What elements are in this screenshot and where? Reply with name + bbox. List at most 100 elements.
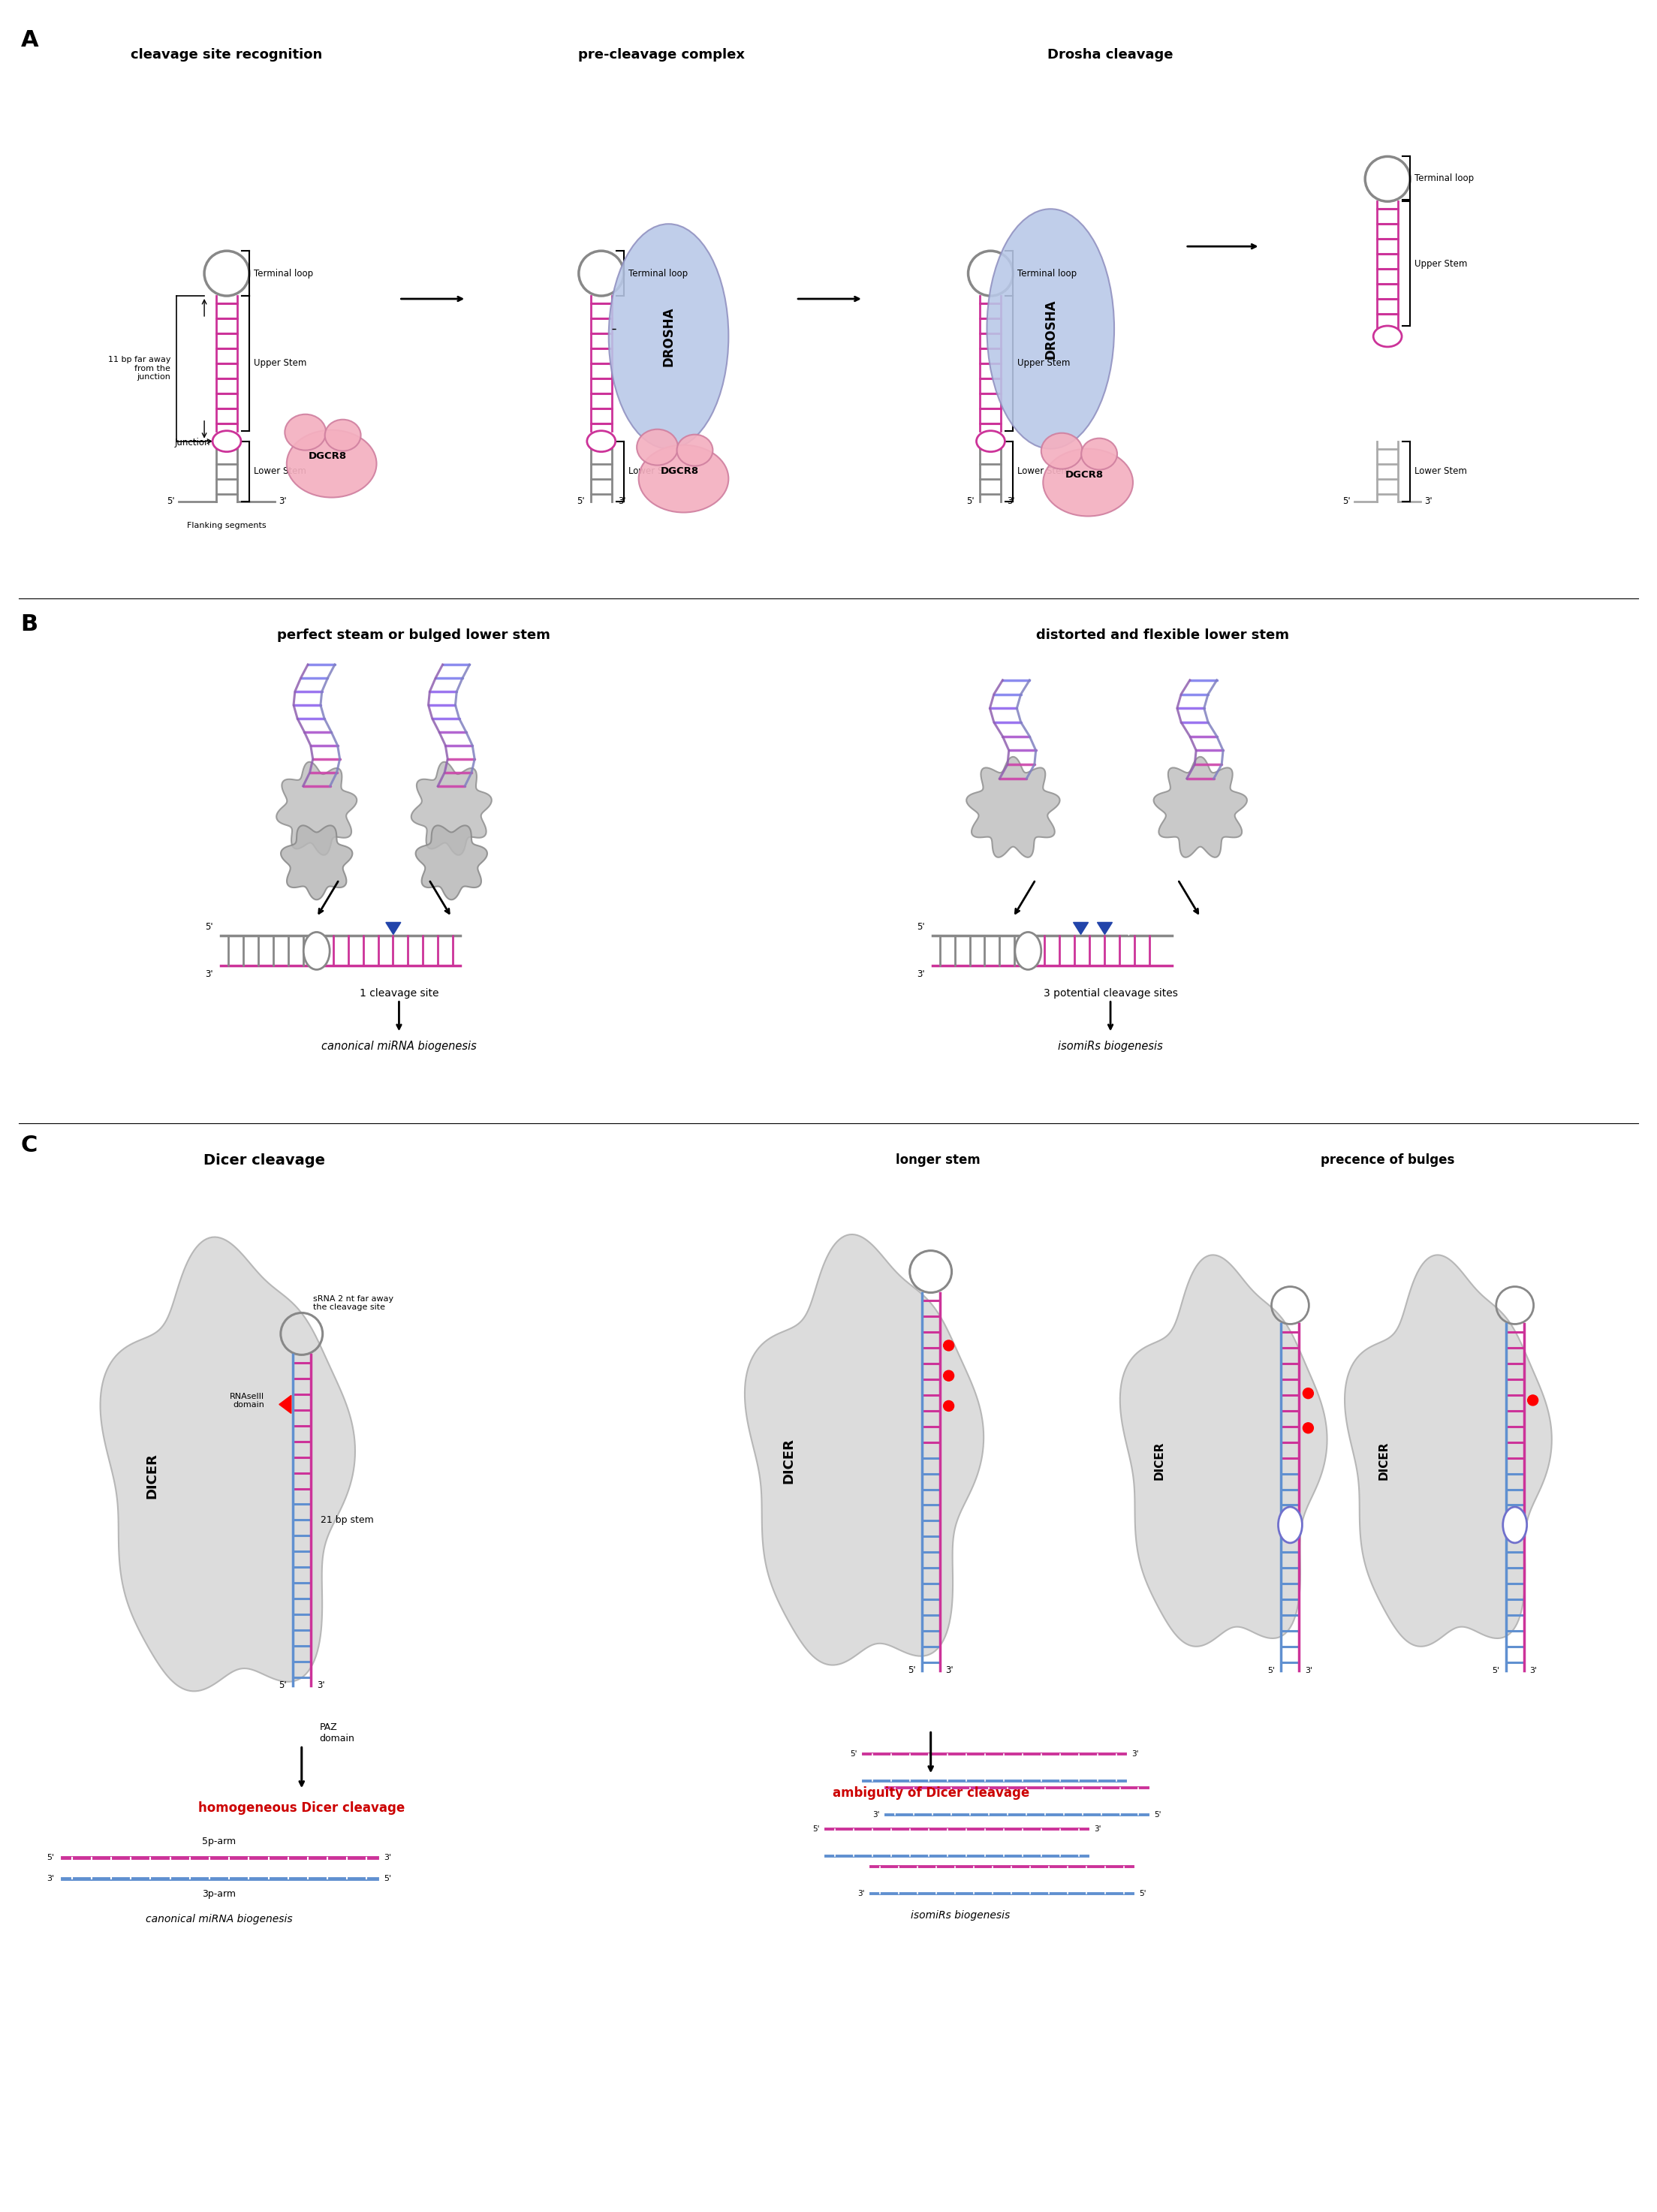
Text: 5': 5' — [850, 1750, 857, 1759]
Text: sRNA 2 nt far away
the cleavage site: sRNA 2 nt far away the cleavage site — [313, 1296, 393, 1312]
Ellipse shape — [587, 431, 615, 451]
Text: homogeneous Dicer cleavage: homogeneous Dicer cleavage — [199, 1801, 404, 1816]
Text: 3': 3' — [384, 1854, 391, 1863]
Text: precence of bulges: precence of bulges — [1321, 1152, 1455, 1166]
Polygon shape — [1153, 757, 1248, 858]
Text: 3': 3' — [1094, 1825, 1102, 1834]
Ellipse shape — [325, 420, 361, 451]
Text: 5': 5' — [278, 1681, 287, 1690]
Circle shape — [1302, 1389, 1314, 1398]
Text: 1 cleavage site: 1 cleavage site — [360, 989, 439, 1000]
Text: Terminal loop: Terminal loop — [1017, 268, 1077, 279]
Text: 3': 3' — [858, 1889, 865, 1898]
Polygon shape — [280, 825, 353, 900]
Polygon shape — [416, 825, 487, 900]
Ellipse shape — [1016, 931, 1041, 969]
Circle shape — [943, 1371, 954, 1380]
Text: 3p-arm: 3p-arm — [202, 1889, 237, 1898]
Text: Upper Stem: Upper Stem — [254, 358, 307, 367]
Text: Lower Stem: Lower Stem — [1017, 467, 1070, 476]
Polygon shape — [1345, 1254, 1551, 1646]
Text: Lower Stem: Lower Stem — [628, 467, 681, 476]
Polygon shape — [278, 1396, 292, 1413]
Text: 5': 5' — [908, 1666, 916, 1674]
Ellipse shape — [1082, 438, 1117, 469]
Text: DICER: DICER — [146, 1453, 159, 1498]
Text: 5': 5' — [205, 922, 214, 931]
Text: 5p-arm: 5p-arm — [202, 1836, 237, 1847]
Ellipse shape — [285, 414, 326, 451]
Text: DGCR8: DGCR8 — [1065, 471, 1104, 480]
Text: canonical miRNA biogenesis: canonical miRNA biogenesis — [146, 1913, 293, 1924]
Text: 3': 3' — [1007, 495, 1016, 507]
Text: DICER: DICER — [1379, 1442, 1390, 1480]
Ellipse shape — [1374, 325, 1402, 347]
Polygon shape — [101, 1237, 355, 1692]
Text: Lower Stem: Lower Stem — [254, 467, 307, 476]
Text: 11 bp far away
from the
junction: 11 bp far away from the junction — [108, 356, 171, 380]
Text: 21 bp stem: 21 bp stem — [320, 1515, 373, 1524]
Text: DICER: DICER — [782, 1438, 795, 1484]
Text: 5': 5' — [577, 495, 585, 507]
Ellipse shape — [287, 429, 376, 498]
Text: 3': 3' — [316, 1681, 325, 1690]
Text: pre-cleavage complex: pre-cleavage complex — [578, 49, 744, 62]
Text: isomiRs biogenesis: isomiRs biogenesis — [1059, 1042, 1163, 1053]
Polygon shape — [1074, 922, 1089, 933]
Polygon shape — [966, 757, 1060, 858]
Text: DROSHA: DROSHA — [661, 307, 676, 367]
Text: cleavage site recognition: cleavage site recognition — [131, 49, 323, 62]
Text: Terminal loop: Terminal loop — [254, 268, 313, 279]
Text: 5': 5' — [1153, 1812, 1162, 1818]
Text: Upper Stem: Upper Stem — [1017, 358, 1070, 367]
Text: Terminal loop: Terminal loop — [1415, 173, 1475, 184]
Polygon shape — [411, 761, 492, 856]
Text: 5': 5' — [1342, 495, 1350, 507]
Text: 5': 5' — [46, 1854, 55, 1863]
Circle shape — [943, 1340, 954, 1352]
Text: 5': 5' — [916, 922, 925, 931]
Polygon shape — [744, 1234, 984, 1666]
Text: DGCR8: DGCR8 — [308, 451, 346, 460]
Text: 5': 5' — [1268, 1666, 1276, 1674]
Ellipse shape — [608, 223, 729, 449]
Text: 3': 3' — [46, 1876, 55, 1882]
Text: canonical miRNA biogenesis: canonical miRNA biogenesis — [321, 1042, 477, 1053]
Polygon shape — [386, 922, 401, 933]
Text: 5': 5' — [812, 1825, 820, 1834]
Text: ambiguity of Dicer cleavage: ambiguity of Dicer cleavage — [832, 1787, 1029, 1801]
Text: 5': 5' — [384, 1876, 391, 1882]
Text: Drosha cleavage: Drosha cleavage — [1047, 49, 1173, 62]
Text: 5': 5' — [1493, 1666, 1500, 1674]
Ellipse shape — [1503, 1506, 1526, 1544]
Text: 5': 5' — [966, 495, 974, 507]
Text: PAZ
domain: PAZ domain — [320, 1723, 355, 1743]
Text: 5': 5' — [1138, 1889, 1147, 1898]
Ellipse shape — [1042, 449, 1133, 515]
Text: Junction: Junction — [174, 438, 210, 447]
Polygon shape — [1120, 1254, 1327, 1646]
Text: RNAseIII
domain: RNAseIII domain — [230, 1394, 263, 1409]
Text: isomiRs biogenesis: isomiRs biogenesis — [911, 1911, 1011, 1920]
Text: DICER: DICER — [1153, 1442, 1165, 1480]
Ellipse shape — [976, 431, 1004, 451]
Ellipse shape — [636, 429, 678, 465]
Text: B: B — [22, 613, 38, 635]
Ellipse shape — [1041, 434, 1082, 469]
Text: 3': 3' — [873, 1812, 880, 1818]
Text: Dicer cleavage: Dicer cleavage — [204, 1152, 325, 1168]
Ellipse shape — [212, 431, 240, 451]
Text: 3': 3' — [1425, 495, 1432, 507]
Text: 3': 3' — [1132, 1750, 1138, 1759]
Polygon shape — [277, 761, 356, 856]
Text: C: C — [22, 1135, 38, 1157]
Text: 3': 3' — [205, 969, 214, 980]
Ellipse shape — [988, 208, 1114, 449]
Text: 3': 3' — [618, 495, 626, 507]
Text: perfect steam or bulged lower stem: perfect steam or bulged lower stem — [277, 628, 550, 641]
Text: Lower Stem: Lower Stem — [1415, 467, 1466, 476]
Text: A: A — [22, 29, 38, 51]
Text: 3': 3' — [916, 969, 925, 980]
Ellipse shape — [676, 434, 713, 467]
Text: DGCR8: DGCR8 — [661, 467, 699, 476]
